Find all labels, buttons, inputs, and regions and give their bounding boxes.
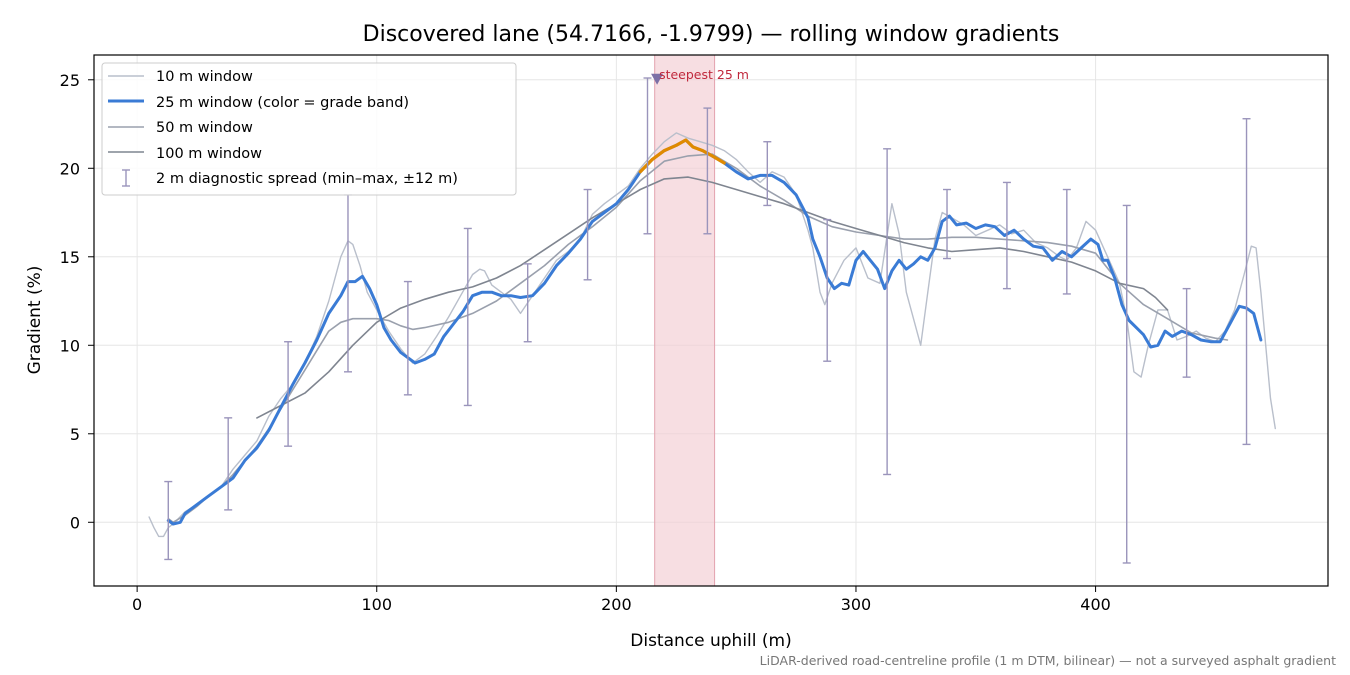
- spread-bar: [883, 148, 892, 476]
- spread-bar: [763, 141, 772, 207]
- legend-label-spread: 2 m diagnostic spread (min–max, ±12 m): [156, 171, 458, 187]
- steepest-band: [654, 54, 716, 587]
- y-tick-label: 20: [60, 159, 80, 178]
- legend: 10 m window 25 m window (color = grade b…: [101, 62, 517, 196]
- steepest-label: steepest 25 m: [659, 67, 749, 82]
- y-tick-label: 25: [60, 71, 80, 90]
- spread-bar: [1182, 287, 1191, 378]
- legend-swatch-spread: [122, 169, 130, 187]
- axis-ticks: 0 100 200 300 400 0 5 10 15 20 25: [60, 71, 1111, 614]
- footnote: LiDAR-derived road-centreline profile (1…: [760, 653, 1336, 668]
- y-tick-label: 10: [60, 336, 80, 355]
- spread-bar: [164, 480, 173, 561]
- series-line-w100: [256, 176, 1169, 419]
- legend-label-100m: 100 m window: [156, 146, 262, 162]
- spread-bar: [823, 218, 832, 362]
- x-tick-label: 0: [132, 595, 142, 614]
- spread-bar: [463, 227, 472, 407]
- y-tick-label: 15: [60, 248, 80, 267]
- spread-bar: [284, 341, 293, 447]
- x-tick-label: 100: [361, 595, 392, 614]
- spread-bar: [1002, 181, 1011, 290]
- spread-bar: [583, 188, 592, 281]
- annotation-group: steepest 25 m: [651, 67, 749, 85]
- plot-frame: [93, 54, 1329, 587]
- spread-bar: [1242, 118, 1251, 446]
- y-axis-label: Gradient (%): [25, 266, 45, 375]
- spread-bar: [523, 263, 532, 343]
- spread-bar: [643, 77, 652, 235]
- diagnostic-spread-group: [164, 77, 1251, 564]
- chart-title: Discovered lane (54.7166, -1.9799) — rol…: [363, 22, 1060, 47]
- legend-label-25m: 25 m window (color = grade band): [156, 95, 409, 111]
- spread-bar: [403, 280, 412, 396]
- y-tick-label: 5: [70, 425, 80, 444]
- legend-box: [101, 62, 517, 196]
- spread-bar: [703, 107, 712, 235]
- steepest-marker: [651, 73, 664, 85]
- series-line-w25: [166, 138, 1263, 526]
- spread-bar: [1122, 204, 1131, 564]
- legend-label-10m: 10 m window: [156, 69, 253, 85]
- y-tick-label: 0: [70, 513, 80, 532]
- series-line-w25-steep-segment: [638, 138, 726, 174]
- x-tick-label: 400: [1080, 595, 1111, 614]
- legend-label-50m: 50 m window: [156, 120, 253, 136]
- x-axis-label: Distance uphill (m): [630, 631, 791, 651]
- spread-bar: [224, 417, 233, 511]
- spread-bar: [1062, 188, 1071, 295]
- highlight-band-group: [654, 54, 716, 587]
- spread-bar: [943, 188, 952, 260]
- x-tick-label: 300: [841, 595, 872, 614]
- x-tick-label: 200: [601, 595, 632, 614]
